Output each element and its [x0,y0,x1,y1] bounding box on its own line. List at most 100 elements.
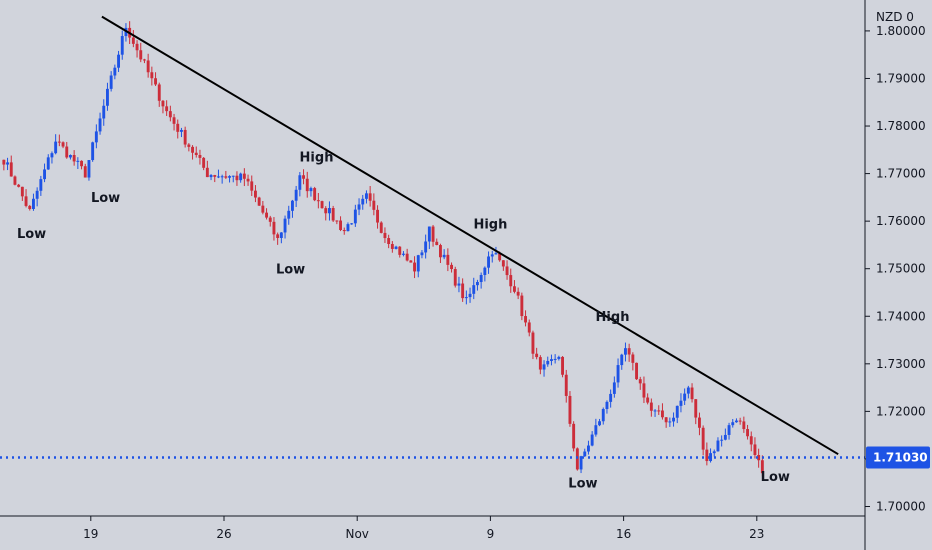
candle [361,194,365,210]
candle [675,405,679,424]
price-tick-label: 1.77000 [876,167,926,181]
candle-body [605,401,609,410]
candle [620,353,624,370]
candle [139,42,143,63]
candle [679,393,683,413]
candle-body [416,255,420,272]
current-price-tag: 1.71030 [866,446,930,469]
candle [694,398,698,425]
candle [427,226,431,250]
candle-body [109,75,113,89]
candle [72,150,76,166]
candle-body [198,155,202,158]
candle [254,185,257,203]
candle-body [516,291,520,296]
candle-body [165,106,169,112]
candle [705,442,709,466]
candle-body [668,421,672,423]
candle [698,412,701,436]
candle-body [117,54,120,68]
candle-body [246,178,250,182]
candle-body [342,230,346,232]
candle [87,159,91,181]
candle-body [154,78,157,85]
candle [723,428,727,441]
candle [54,134,58,155]
candle [657,405,661,415]
candle [757,448,761,468]
candle-body [731,422,735,426]
candle-body [20,186,24,197]
candle [46,154,50,170]
candle [32,193,35,211]
candle-body [686,387,690,394]
candle-body [161,100,165,107]
descending-trendline[interactable] [101,15,839,456]
candle [120,30,124,60]
candle-body [557,356,561,359]
candle-body [209,175,213,178]
candle [646,393,650,405]
candle [546,356,550,367]
candle-body [653,410,657,412]
candle [527,319,531,337]
candle-body [131,37,135,44]
price-tick-label: 1.78000 [876,119,926,133]
candle [205,160,209,178]
candle-body [494,253,498,255]
candle [305,171,309,198]
candle-body [742,421,746,430]
candle [542,360,546,377]
candle [439,243,442,264]
candle [550,354,553,366]
candle-body [331,208,335,221]
candle-body [598,421,601,426]
annotation-high: High [300,151,334,166]
candle [513,280,516,294]
candle-body [231,175,235,177]
price-tick-label: 1.72000 [876,404,926,418]
candle [20,186,24,201]
candle-body [698,417,701,428]
candle [2,159,6,171]
candle-body [572,423,576,449]
candle [538,355,542,375]
candle [446,248,450,272]
candle-body [712,451,716,454]
candle-body [379,222,383,233]
candle-body [61,142,65,147]
candle [701,425,705,456]
price-tick-label: 1.70000 [876,499,926,513]
candle-body [135,43,139,51]
candle-body [587,445,590,452]
candle-body [661,410,664,418]
candle [228,175,231,183]
candle [431,224,435,247]
candle-body [69,155,72,158]
candle-body [513,286,516,292]
candle [172,113,176,131]
candle [143,58,146,64]
candle-body [638,379,642,384]
candle [509,268,513,293]
annotation-high: High [473,217,507,232]
candle-body [709,453,712,462]
candle-body [450,264,453,270]
candle-body [35,190,39,199]
price-tick-label: 1.75000 [876,262,926,276]
candle-body [390,244,394,249]
candle-body [272,221,276,235]
candle [335,220,339,225]
candle [587,440,590,455]
candle [712,449,716,457]
candle-body [720,439,724,441]
candle-body [57,141,61,143]
candle [76,157,80,169]
candle-body [291,200,294,211]
candle-body [87,160,91,178]
candle [154,72,157,87]
candle [483,266,487,282]
candle-body [372,200,376,210]
candle [65,141,69,159]
